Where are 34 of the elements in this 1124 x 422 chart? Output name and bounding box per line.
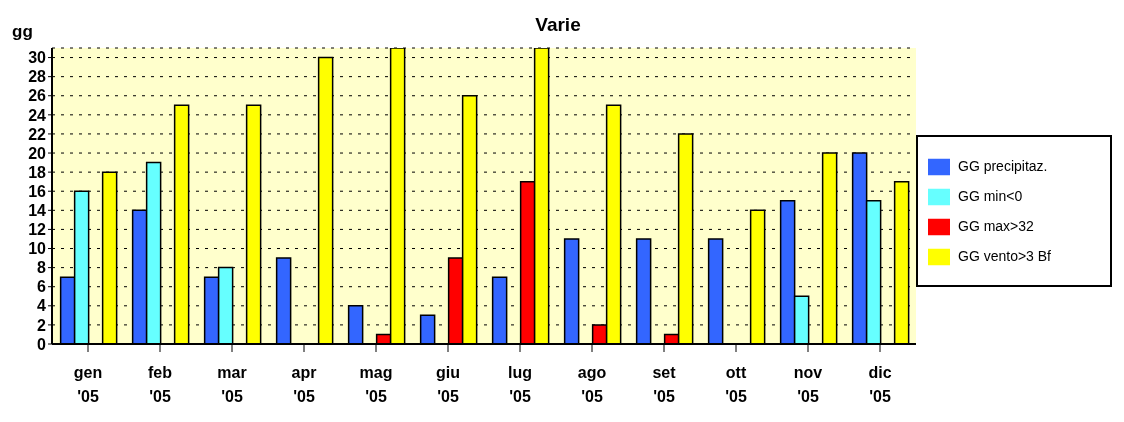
x-tick-label: giu '05 (436, 364, 460, 405)
x-tick-label: feb '05 (148, 364, 173, 405)
x-tick-label: set '05 (652, 364, 677, 405)
y-tick-label: 22 (28, 125, 47, 143)
y-tick-label: 26 (28, 87, 47, 105)
y-tick-label: 6 (37, 278, 47, 296)
x-tick-label: dic '05 (868, 364, 892, 405)
y-tick-label: 8 (37, 259, 47, 277)
y-tick-label: 2 (37, 316, 47, 334)
y-tick-label: 24 (28, 106, 47, 124)
x-tick-label: gen '05 (73, 364, 103, 405)
y-tick-label: 28 (28, 68, 47, 86)
x-tick-label: apr '05 (291, 364, 317, 405)
y-tick-label: 10 (28, 240, 47, 258)
x-tick-label: nov '05 (793, 364, 823, 405)
legend-label: GG min<0 (958, 188, 1023, 204)
y-tick-label: 30 (28, 49, 47, 67)
x-tick-label: mar '05 (217, 364, 247, 405)
y-tick-label: 18 (28, 163, 47, 181)
chart-title: Varie (534, 14, 582, 36)
y-tick-label: 12 (28, 221, 47, 239)
y-tick-label: 20 (28, 144, 47, 162)
x-tick-label: lug '05 (508, 364, 532, 405)
y-tick-label: 0 (37, 335, 47, 353)
x-tick-label: ago '05 (577, 364, 607, 405)
y-tick-label: 14 (28, 202, 47, 219)
legend-label: GG precipitaz. (958, 158, 1048, 174)
x-tick-label: ott '05 (725, 364, 747, 405)
y-tick-label: 4 (37, 297, 47, 315)
legend-label: GG max>32 (958, 218, 1034, 234)
y-tick-label: 16 (28, 182, 47, 200)
x-tick-label: mag '05 (359, 364, 393, 405)
y-axis-title: gg (12, 22, 33, 42)
legend-label: GG vento>3 Bf (958, 248, 1051, 264)
